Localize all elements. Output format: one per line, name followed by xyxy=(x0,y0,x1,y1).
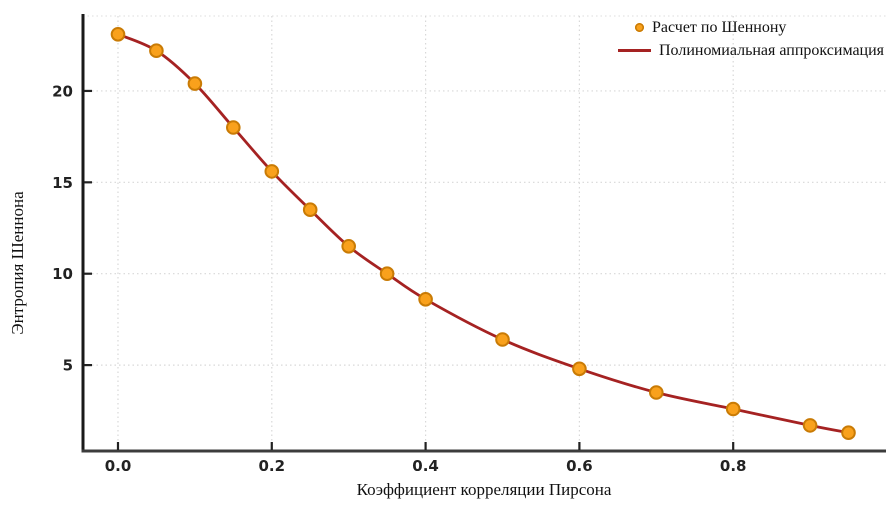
trend-line xyxy=(116,32,850,435)
y-tick-label: 15 xyxy=(52,174,73,192)
y-tick-label: 10 xyxy=(52,265,73,283)
data-point xyxy=(725,401,741,417)
data-point xyxy=(264,164,280,179)
trend-line-swatch-icon xyxy=(618,49,651,52)
data-point xyxy=(802,418,818,433)
data-point xyxy=(110,27,126,42)
data-point xyxy=(418,292,433,307)
y-tick-label: 20 xyxy=(52,82,73,100)
data-point xyxy=(649,385,664,400)
x-tick-label: 0.6 xyxy=(566,457,593,475)
x-tick-label: 0.2 xyxy=(259,457,286,475)
data-point xyxy=(379,266,395,282)
data-point xyxy=(572,361,587,377)
x-tick-label: 0.8 xyxy=(720,457,747,475)
data-point xyxy=(187,76,203,91)
data-point xyxy=(841,425,856,441)
legend-label-shannon: Расчет по Шеннону xyxy=(652,19,787,36)
x-tick-label: 0.4 xyxy=(412,457,439,475)
legend-label-approximation: Полиномиальная аппроксимация xyxy=(659,42,885,59)
y-tick-label: 5 xyxy=(63,357,73,375)
data-point xyxy=(302,202,318,217)
data-point xyxy=(149,43,164,59)
x-axis-label: Коэффициент корреляции Пирсона xyxy=(356,480,612,499)
x-tick-label: 0.0 xyxy=(105,457,132,475)
legend: Расчет по Шеннону Полиномиальная аппрокс… xyxy=(616,18,884,60)
data-point xyxy=(226,120,241,135)
y-axis-label: Энтропия Шеннона xyxy=(8,191,27,335)
data-point xyxy=(495,332,510,347)
legend-item-approximation: Полиномиальная аппроксимация xyxy=(616,41,884,60)
scatter-marker-swatch-icon xyxy=(635,23,644,32)
legend-item-shannon: Расчет по Шеннону xyxy=(616,18,884,37)
data-point xyxy=(341,239,357,254)
